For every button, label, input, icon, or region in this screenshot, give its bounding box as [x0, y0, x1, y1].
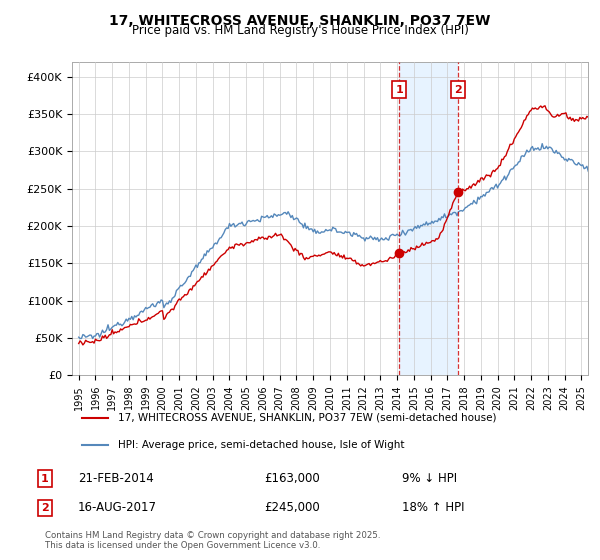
Text: 2: 2	[41, 503, 49, 513]
Text: 17, WHITECROSS AVENUE, SHANKLIN, PO37 7EW (semi-detached house): 17, WHITECROSS AVENUE, SHANKLIN, PO37 7E…	[118, 413, 497, 423]
Text: 17, WHITECROSS AVENUE, SHANKLIN, PO37 7EW: 17, WHITECROSS AVENUE, SHANKLIN, PO37 7E…	[109, 14, 491, 28]
Text: 9% ↓ HPI: 9% ↓ HPI	[402, 472, 457, 486]
Text: 16-AUG-2017: 16-AUG-2017	[78, 501, 157, 515]
Text: £245,000: £245,000	[264, 501, 320, 515]
Text: HPI: Average price, semi-detached house, Isle of Wight: HPI: Average price, semi-detached house,…	[118, 440, 405, 450]
Text: £163,000: £163,000	[264, 472, 320, 486]
Text: 18% ↑ HPI: 18% ↑ HPI	[402, 501, 464, 515]
Text: 21-FEB-2014: 21-FEB-2014	[78, 472, 154, 486]
Text: Price paid vs. HM Land Registry's House Price Index (HPI): Price paid vs. HM Land Registry's House …	[131, 24, 469, 37]
Text: Contains HM Land Registry data © Crown copyright and database right 2025.
This d: Contains HM Land Registry data © Crown c…	[45, 530, 380, 550]
Text: 1: 1	[395, 85, 403, 95]
Bar	[399, 62, 458, 375]
Text: 2: 2	[454, 85, 462, 95]
Text: 1: 1	[41, 474, 49, 484]
